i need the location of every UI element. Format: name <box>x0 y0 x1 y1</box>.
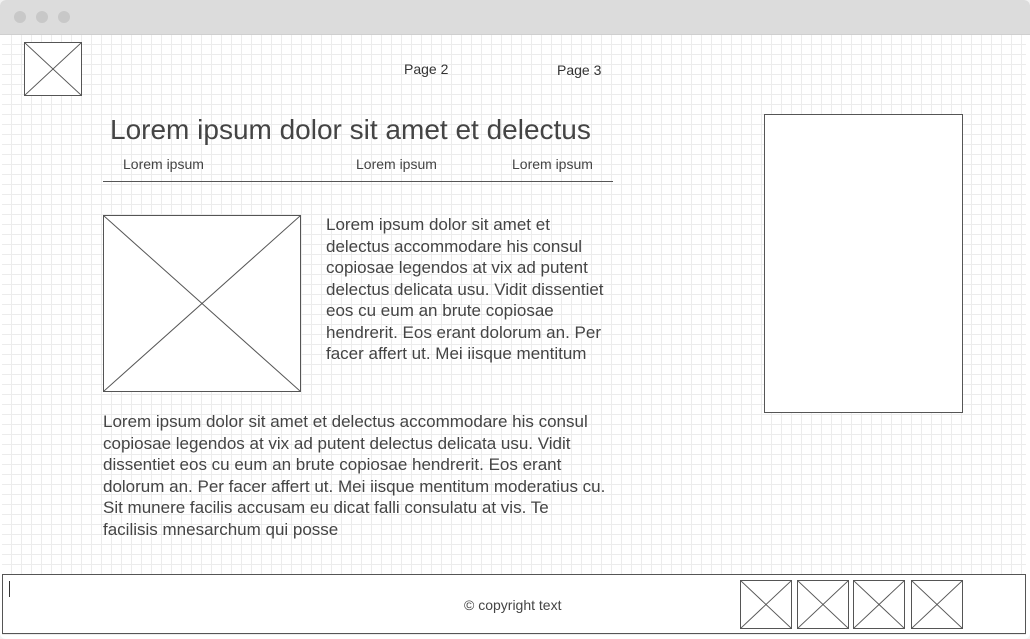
footer-icon-placeholder-2[interactable] <box>797 580 849 629</box>
sidebar-panel <box>764 114 963 413</box>
intro-paragraph: Lorem ipsum dolor sit amet et delectus a… <box>326 215 604 363</box>
text-cursor <box>9 581 10 597</box>
nav-link-page-2[interactable]: Page 2 <box>404 61 449 77</box>
subheading-1: Lorem ipsum <box>123 156 204 172</box>
logo-image-placeholder[interactable] <box>24 42 82 96</box>
article-image-placeholder <box>103 215 301 392</box>
footer-icon-placeholder-4[interactable] <box>911 580 963 629</box>
page-title: Lorem ipsum dolor sit amet et delectus <box>110 114 591 145</box>
copyright-text: © copyright text <box>464 597 562 613</box>
subheading-2: Lorem ipsum <box>356 156 437 172</box>
footer-icon-placeholder-1[interactable] <box>740 580 792 629</box>
body-paragraph: Lorem ipsum dolor sit amet et delectus a… <box>103 412 606 539</box>
header-divider <box>103 181 613 182</box>
footer-icon-placeholder-3[interactable] <box>853 580 905 629</box>
minimize-window-button[interactable] <box>36 11 48 23</box>
close-window-button[interactable] <box>14 11 26 23</box>
maximize-window-button[interactable] <box>58 11 70 23</box>
nav-link-page-3[interactable]: Page 3 <box>557 62 602 78</box>
subheading-3: Lorem ipsum <box>512 156 593 172</box>
window-titlebar <box>0 0 1030 35</box>
